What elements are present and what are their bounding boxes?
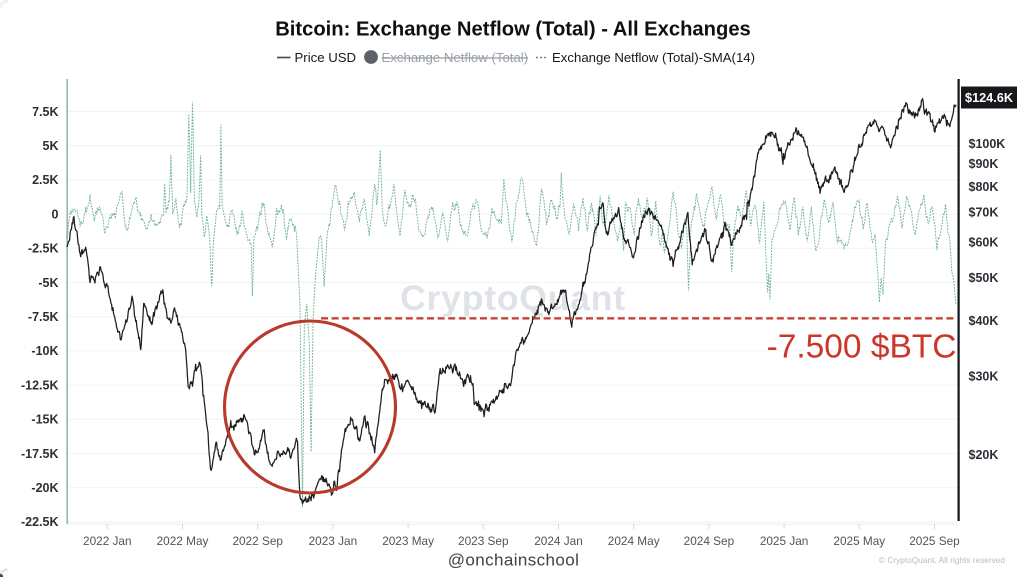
svg-text:$80K: $80K bbox=[969, 180, 999, 194]
svg-text:2025 May: 2025 May bbox=[833, 534, 885, 548]
svg-text:$100K: $100K bbox=[969, 137, 1006, 151]
svg-text:-20K: -20K bbox=[31, 481, 58, 495]
svg-text:-22.5K: -22.5K bbox=[21, 515, 59, 529]
svg-text:-12.5K: -12.5K bbox=[21, 378, 59, 392]
svg-text:-2.5K: -2.5K bbox=[28, 242, 59, 256]
svg-text:$60K: $60K bbox=[969, 236, 999, 250]
svg-text:2022 Jan: 2022 Jan bbox=[83, 534, 132, 548]
svg-text:-17.5K: -17.5K bbox=[21, 447, 59, 461]
svg-text:Exchange Netflow (Total): Exchange Netflow (Total) bbox=[382, 50, 529, 65]
svg-text:Exchange Netflow (Total)-SMA(1: Exchange Netflow (Total)-SMA(14) bbox=[552, 50, 755, 65]
svg-text:$124.6K: $124.6K bbox=[965, 91, 1014, 105]
svg-text:Bitcoin: Exchange Netflow (Tot: Bitcoin: Exchange Netflow (Total) - All … bbox=[275, 19, 751, 41]
svg-text:$90K: $90K bbox=[969, 157, 999, 171]
svg-text:2024 May: 2024 May bbox=[608, 534, 660, 548]
svg-text:-15K: -15K bbox=[31, 413, 58, 427]
svg-text:2023 Sep: 2023 Sep bbox=[458, 534, 509, 548]
svg-text:© CryptoQuant. All rights rese: © CryptoQuant. All rights reserved bbox=[879, 555, 1005, 565]
svg-text:2022 Sep: 2022 Sep bbox=[232, 534, 283, 548]
svg-text:Price USD: Price USD bbox=[295, 50, 357, 65]
svg-text:2022 May: 2022 May bbox=[157, 534, 209, 548]
svg-text:$50K: $50K bbox=[969, 271, 999, 285]
svg-text:-7.5K: -7.5K bbox=[28, 310, 59, 324]
svg-text:$30K: $30K bbox=[969, 370, 999, 384]
svg-text:@onchainschool: @onchainschool bbox=[448, 551, 580, 570]
svg-text:-10K: -10K bbox=[31, 344, 58, 358]
svg-text:$70K: $70K bbox=[969, 206, 999, 220]
svg-text:2025 Sep: 2025 Sep bbox=[909, 534, 960, 548]
svg-text:2024 Sep: 2024 Sep bbox=[684, 534, 735, 548]
svg-text:-5K: -5K bbox=[38, 276, 58, 290]
svg-text:2024 Jan: 2024 Jan bbox=[534, 534, 583, 548]
svg-text:CryptoQuant: CryptoQuant bbox=[400, 278, 626, 318]
svg-text:2023 May: 2023 May bbox=[382, 534, 434, 548]
svg-text:-7.500 $BTC: -7.500 $BTC bbox=[767, 329, 957, 366]
svg-text:2023 Jan: 2023 Jan bbox=[309, 534, 358, 548]
svg-text:7.5K: 7.5K bbox=[32, 105, 58, 119]
svg-text:2.5K: 2.5K bbox=[32, 173, 58, 187]
svg-text:$20K: $20K bbox=[969, 448, 999, 462]
svg-text:5K: 5K bbox=[43, 139, 59, 153]
svg-text:2025 Jan: 2025 Jan bbox=[760, 534, 809, 548]
svg-text:0: 0 bbox=[52, 207, 59, 221]
svg-text:$40K: $40K bbox=[969, 314, 999, 328]
